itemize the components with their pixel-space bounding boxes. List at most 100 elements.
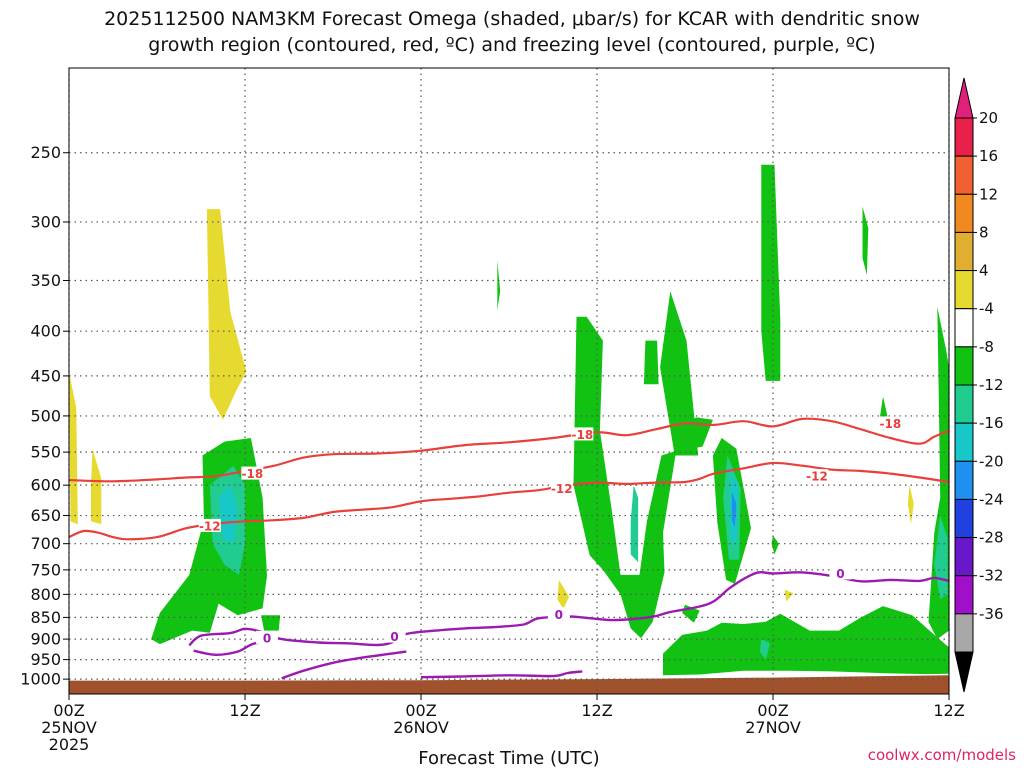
omega-region-6 xyxy=(907,485,914,525)
contour-label-minus18-b: -18 xyxy=(571,428,593,442)
omega-region-0 xyxy=(206,209,247,420)
omega-region-23 xyxy=(630,485,639,563)
omega-region-14 xyxy=(663,606,949,676)
x-axis-label: Forecast Time (UTC) xyxy=(418,748,599,768)
omega-region-1 xyxy=(69,371,78,525)
colorbar-band-12 xyxy=(954,575,974,615)
colorbar-band-8 xyxy=(954,422,974,462)
freezing-level-contour-0 xyxy=(188,570,950,647)
y-tick-label-400: 400 xyxy=(30,322,61,341)
omega-region-11 xyxy=(643,340,659,385)
colorbar-band-1 xyxy=(954,155,974,195)
colorbar-band-11 xyxy=(954,537,974,577)
colorbar-top-triangle xyxy=(954,77,974,119)
colorbar-bottom-triangle xyxy=(954,651,974,693)
surface-terrain xyxy=(69,675,949,694)
omega-region-20 xyxy=(771,535,779,555)
colorbar-band-10 xyxy=(954,498,974,539)
contour-label-minus18-c: -18 xyxy=(879,417,901,431)
colorbar-label-1: 16 xyxy=(979,147,998,165)
freezing-level-contour-3 xyxy=(420,670,583,679)
colorbar-label-8: -16 xyxy=(979,414,1004,432)
chart-title-line-1: 2025112500 NAM3KM Forecast Omega (shaded… xyxy=(104,8,920,30)
y-tick-label-850: 850 xyxy=(30,608,61,627)
colorbar-band-13 xyxy=(954,613,974,653)
contour-label-0-d-bg xyxy=(829,566,852,580)
omega-region-10 xyxy=(573,316,677,639)
colorbar-label-4: 4 xyxy=(979,262,989,280)
contour-labels: -18 -18 -18 -12 -12 -12 0 0 0 0 xyxy=(198,416,902,645)
colorbar-label-13: -36 xyxy=(979,605,1004,623)
colorbar-band-5 xyxy=(954,308,974,348)
contour-label-minus18-a: -18 xyxy=(241,467,263,481)
contour-label-0-c: 0 xyxy=(555,608,563,622)
x-tick-label-0-2: 25NOV xyxy=(41,718,97,737)
colorbar-label-5: -4 xyxy=(979,300,994,318)
colorbar-label-2: 12 xyxy=(979,185,998,203)
colorbar-label-6: -8 xyxy=(979,338,994,356)
x-tick-label-48-2: 27NOV xyxy=(745,718,801,737)
y-tick-label-700: 700 xyxy=(30,534,61,553)
contour-label-0-a-bg xyxy=(256,630,278,644)
x-tick-label-12-1: 12Z xyxy=(229,701,260,720)
colorbar: 20 16 12 8 4 -4 -8 -12 -16 -20 -24 -28 -32 -36 xyxy=(954,77,1004,693)
y-tick-label-350: 350 xyxy=(30,271,61,290)
contour-label-minus18-a-bg xyxy=(241,466,264,480)
y-tick-label-950: 950 xyxy=(30,650,61,669)
omega-region-9 xyxy=(497,260,501,310)
contour-label-0-d: 0 xyxy=(836,567,844,581)
colorbar-band-9 xyxy=(954,460,974,500)
omega-region-8 xyxy=(261,615,281,631)
colorbar-band-6 xyxy=(954,346,974,386)
omega-region-2 xyxy=(91,448,102,525)
contour-label-minus12-b-bg xyxy=(550,481,573,495)
contour-label-0-c-bg xyxy=(547,607,570,621)
colorbar-label-11: -28 xyxy=(979,529,1004,547)
y-tick-label-800: 800 xyxy=(30,585,61,604)
freezing-level-contour-2 xyxy=(281,650,407,680)
x-tick-label-0-1: 00Z xyxy=(53,701,84,720)
omega-region-3 xyxy=(557,579,570,610)
dgz-minus12-contour xyxy=(68,461,950,541)
y-tick-label-450: 450 xyxy=(30,366,61,385)
colorbar-band-2 xyxy=(954,193,974,233)
colorbar-band-0 xyxy=(954,117,974,157)
omega-region-12 xyxy=(660,291,699,456)
contour-label-minus12-a-bg xyxy=(198,518,221,532)
y-tick-label-550: 550 xyxy=(30,443,61,462)
credit-text: coolwx.com/models xyxy=(868,746,1016,764)
colorbar-label-9: -20 xyxy=(979,452,1004,470)
colorbar-band-7 xyxy=(954,384,974,424)
colorbar-band-3 xyxy=(954,231,974,272)
colorbar-band-4 xyxy=(954,270,974,310)
x-tick-label-0-3: 2025 xyxy=(49,735,90,754)
y-tick-label-500: 500 xyxy=(30,406,61,425)
plot-frame xyxy=(68,67,950,695)
y-tick-label-600: 600 xyxy=(30,476,61,495)
colorbar-label-0: 20 xyxy=(979,109,998,127)
y-tick-label-250: 250 xyxy=(30,143,61,162)
contour-label-0-b-bg xyxy=(383,629,406,643)
omega-region-29 xyxy=(731,491,737,527)
x-tick-label-48-1: 00Z xyxy=(757,701,788,720)
omega-shading xyxy=(69,164,949,676)
colorbar-label-12: -32 xyxy=(979,567,1004,585)
omega-region-16 xyxy=(761,164,781,381)
x-tick-label-24-2: 26NOV xyxy=(393,718,449,737)
colorbar-label-7: -12 xyxy=(979,376,1004,394)
contour-label-minus12-a: -12 xyxy=(199,519,221,533)
colorbar-label-3: 8 xyxy=(979,223,989,241)
omega-region-27 xyxy=(218,485,238,544)
y-tick-label-1000: 1000 xyxy=(20,670,61,689)
contour-label-minus18-b-bg xyxy=(571,427,594,441)
y-tick-label-650: 650 xyxy=(30,506,61,525)
colorbar-label-10: -24 xyxy=(979,490,1004,508)
contour-label-0-b: 0 xyxy=(390,630,398,644)
contour-label-minus12-c-bg xyxy=(806,469,828,483)
y-axis-ticks: 250 300 350 400 450 500 550 600 650 700 750 800 850 9… xyxy=(20,143,69,689)
omega-region-17 xyxy=(862,206,869,275)
x-tick-label-36-1: 12Z xyxy=(581,701,612,720)
y-tick-label-900: 900 xyxy=(30,630,61,649)
